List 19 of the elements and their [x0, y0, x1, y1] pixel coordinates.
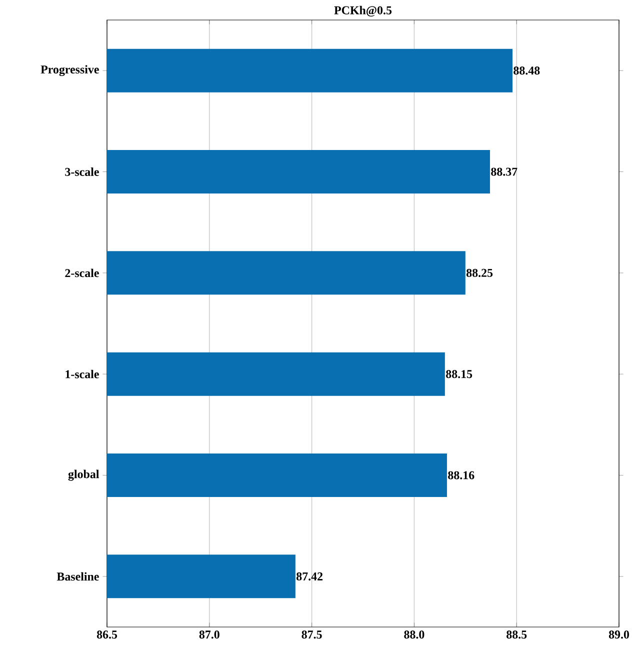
- y-tick-label: 2-scale: [65, 268, 99, 278]
- y-tick-label: 1-scale: [66, 370, 99, 378]
- x-tick-label: 88.0: [404, 630, 424, 639]
- x-tick-label: 89.0: [608, 630, 630, 639]
- data-label: 87.42: [296, 572, 323, 580]
- data-label: 88.16: [448, 471, 474, 480]
- y-tick-label: Progressive: [40, 65, 99, 76]
- data-label: 88.25: [466, 268, 493, 277]
- x-tick-label: 87.5: [302, 630, 322, 639]
- x-tick-label: 87.0: [199, 630, 220, 639]
- x-tick-label: 88.5: [506, 630, 527, 639]
- y-tick-label: Baseline: [56, 572, 99, 581]
- data-label: 88.48: [514, 66, 540, 75]
- y-tick-label: 3-scale: [65, 168, 99, 176]
- y-tick-label: global: [68, 470, 100, 481]
- data-label: 88.37: [491, 168, 518, 176]
- data-label: 88.15: [446, 370, 472, 378]
- x-tick-label: 86.5: [96, 630, 118, 639]
- chart-title: PCKh@0.5: [334, 6, 392, 16]
